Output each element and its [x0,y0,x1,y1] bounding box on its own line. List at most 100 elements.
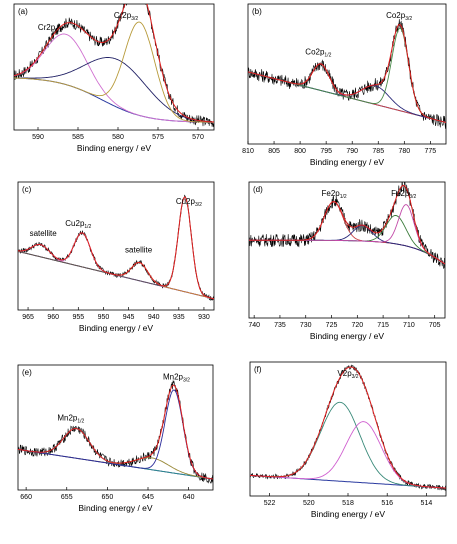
x-tick-label: 795 [320,148,332,155]
x-tick-label: 655 [61,494,73,501]
x-tick-label: 950 [98,314,110,321]
x-tick-label: 660 [20,494,32,501]
plot-frame [247,3,447,145]
panel-label: (a) [18,7,28,16]
x-tick-label: 940 [148,314,160,321]
peak-annotation: V2p3/2 [337,369,358,380]
x-tick-label: 710 [403,322,415,329]
peak-annotation: Fe2p3/2 [391,189,416,200]
x-tick-label: 785 [372,148,384,155]
x-tick-label: 805 [268,148,280,155]
x-tick-label: 585 [72,134,84,141]
x-tick-label: 935 [173,314,185,321]
fit-component [18,244,214,300]
plot-frame [248,181,446,319]
x-tick-label: 930 [198,314,210,321]
fit-component [248,27,446,123]
peak-annotation: Fe2p1/2 [322,189,347,200]
x-tick-label: 520 [303,500,315,507]
x-tick-label: 730 [300,322,312,329]
peak-annotation: Cr2p3/2 [114,11,139,22]
x-axis-label: Binding energy / eV [311,509,386,519]
xps-panel-3: (c) 965 960 955 950 945 940 935 930 Binding energ… [17,181,215,333]
x-axis-label: Binding energy / eV [310,157,385,167]
panel-label: (b) [252,7,262,16]
fit-component [249,201,445,265]
x-tick-label: 735 [274,322,286,329]
fit-component [18,389,213,480]
x-tick-label: 800 [294,148,306,155]
background-line [249,239,445,265]
plot-frame [17,181,215,311]
fit-envelope [18,384,213,480]
peak-annotation: Cr2p1/2 [38,23,63,34]
x-tick-label: 945 [123,314,135,321]
raw-spectrum [18,380,213,484]
xps-panel-2: (b) 810 805 800 795 790 785 780 775 Binding energ… [242,3,447,167]
x-tick-label: 522 [264,500,276,507]
peak-annotation: Co2p1/2 [305,48,331,59]
plot-frame [249,361,447,497]
fit-component [18,196,214,300]
x-tick-label: 810 [242,148,254,155]
x-tick-label: 705 [429,322,441,329]
peak-annotation: satellite [125,245,153,254]
x-tick-label: 518 [342,500,354,507]
x-tick-label: 650 [102,494,114,501]
peak-annotation: Co2p3/2 [386,11,412,22]
x-axis-label: Binding energy / eV [79,323,154,333]
x-tick-label: 570 [192,134,204,141]
x-tick-label: 514 [421,500,433,507]
x-tick-label: 965 [22,314,34,321]
fit-envelope [18,196,214,300]
fit-envelope [250,366,446,489]
x-tick-label: 790 [346,148,358,155]
plot-frame [17,364,214,491]
x-axis-label: Binding energy / eV [310,331,385,341]
x-axis-label: Binding energy / eV [78,503,153,513]
fit-component [14,33,214,123]
peak-annotation: Mn2p3/2 [163,373,190,384]
fit-component [18,232,214,300]
fit-component [14,57,214,123]
raw-spectrum [250,364,446,491]
x-tick-label: 775 [425,148,437,155]
x-tick-label: 955 [72,314,84,321]
x-tick-label: 575 [152,134,164,141]
x-tick-label: 645 [142,494,154,501]
raw-spectrum [18,194,214,301]
x-tick-label: 715 [377,322,389,329]
peak-annotation: Cu2p3/2 [176,197,202,208]
fit-component [250,401,446,489]
x-tick-label: 725 [326,322,338,329]
panel-label: (d) [253,185,263,194]
raw-spectrum [248,19,446,129]
x-tick-label: 720 [351,322,363,329]
x-tick-label: 590 [32,134,44,141]
panel-label: (e) [22,368,32,377]
fit-component [14,21,214,123]
x-tick-label: 580 [112,134,124,141]
fit-envelope [249,184,445,265]
peak-annotation: Mn2p1/2 [57,413,84,424]
fit-component [249,204,445,265]
xps-panel-1: (a) 590 585 580 575 570 Binding energy / eV Cr2… [13,3,215,153]
peak-annotation: satellite [30,229,58,238]
panel-label: (c) [22,185,32,194]
x-axis-label: Binding energy / eV [77,143,152,153]
x-tick-label: 740 [248,322,260,329]
x-tick-label: 780 [398,148,410,155]
xps-panel-6: (f) 522 520 518 516 514 Binding energy / eV V2p… [249,361,447,519]
fit-envelope [14,4,214,123]
x-tick-label: 640 [183,494,195,501]
peak-annotation: Cu2p1/2 [65,219,91,230]
plot-frame [13,3,215,131]
x-tick-label: 516 [381,500,393,507]
panel-label: (f) [254,365,262,374]
xps-panel-4: (d) 740 735 730 725 720 715 710 705 Binding energ… [248,181,446,341]
fit-component [250,421,446,489]
fit-envelope [248,23,446,123]
x-tick-label: 960 [47,314,59,321]
xps-panel-5: (e) 660 655 650 645 640 Binding energy / eV Mn2… [17,364,214,513]
